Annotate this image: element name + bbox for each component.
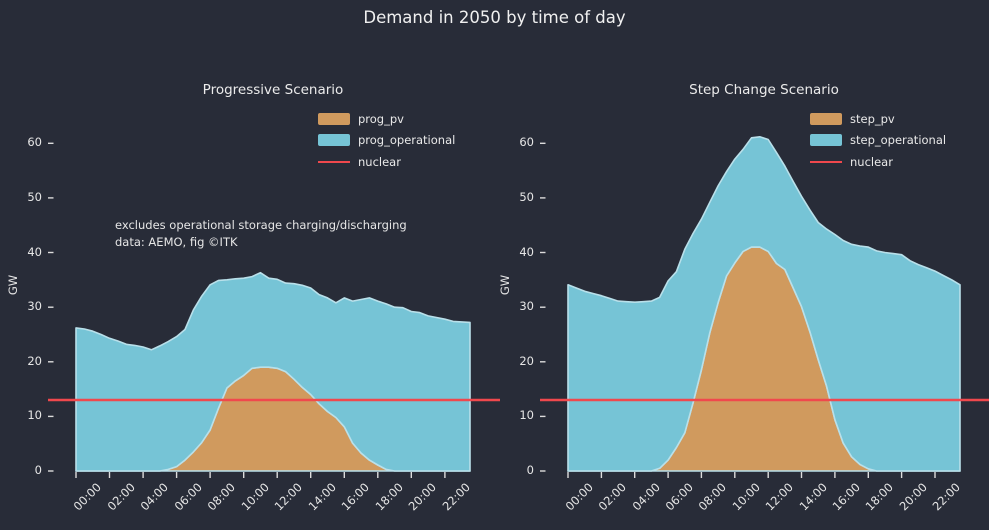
y-axis-label: GW — [498, 274, 512, 296]
subplot-title-progressive: Progressive Scenario — [202, 82, 344, 98]
legend-item-step_operational: step_operational — [810, 133, 947, 147]
y-tick-label: 0 — [526, 463, 534, 477]
legend-label-step_pv: step_pv — [850, 111, 895, 126]
subplot-title-step-change: Step Change Scenario — [689, 82, 839, 98]
y-tick-label: 60 — [519, 135, 534, 150]
legend-swatch-prog_operational — [318, 134, 350, 146]
y-tick-label: 50 — [519, 189, 534, 204]
legend-swatch-step_operational — [810, 134, 842, 146]
y-tick-label: 20 — [27, 353, 42, 368]
y-tick-label: 60 — [27, 135, 42, 150]
legend-item-nuclear: nuclear — [810, 154, 946, 169]
y-tick-label: 40 — [519, 244, 534, 259]
legend-item-prog_pv: prog_pv — [318, 111, 455, 126]
y-tick-label: 10 — [519, 408, 534, 423]
legend-label-prog_operational: prog_operational — [358, 133, 456, 147]
legend-line-wrap — [318, 160, 350, 163]
y-tick-label: 30 — [27, 299, 42, 314]
prog_operational-area — [75, 271, 471, 472]
legend-nuclear-line-swatch — [318, 160, 350, 163]
legend-item-prog_operational: prog_operational — [318, 133, 456, 147]
annotation-text: excludes operational storage charging/di… — [115, 217, 407, 251]
legend-label-nuclear: nuclear — [850, 154, 893, 169]
annotation-line-1: excludes operational storage charging/di… — [115, 218, 407, 232]
legend-nuclear-line-swatch — [810, 160, 842, 163]
y-tick-label: 20 — [519, 353, 534, 368]
y-tick-label: 40 — [27, 244, 42, 259]
y-tick-label: 30 — [519, 299, 534, 314]
legend-item-step_pv: step_pv — [810, 111, 946, 126]
y-axis-label: GW — [6, 274, 20, 296]
progressive-chart-svg — [48, 142, 500, 478]
step_operational-area — [567, 136, 961, 472]
legend-label-step_operational: step_operational — [850, 133, 947, 147]
y-tick-label: 10 — [27, 408, 42, 423]
step-change-chart-svg — [540, 136, 989, 478]
legend-line-wrap — [810, 160, 842, 163]
y-tick-label: 50 — [27, 189, 42, 204]
legend-label-nuclear: nuclear — [358, 154, 401, 169]
legend-swatch-prog_pv — [318, 112, 350, 125]
legend-label-prog_pv: prog_pv — [358, 111, 404, 126]
y-tick-label: 0 — [34, 463, 42, 477]
figure-title: Demand in 2050 by time of day — [363, 8, 626, 27]
legend-item-nuclear: nuclear — [318, 154, 455, 169]
annotation-line-2: data: AEMO, fig ©ITK — [115, 235, 238, 249]
legend-swatch-step_pv — [810, 112, 842, 125]
